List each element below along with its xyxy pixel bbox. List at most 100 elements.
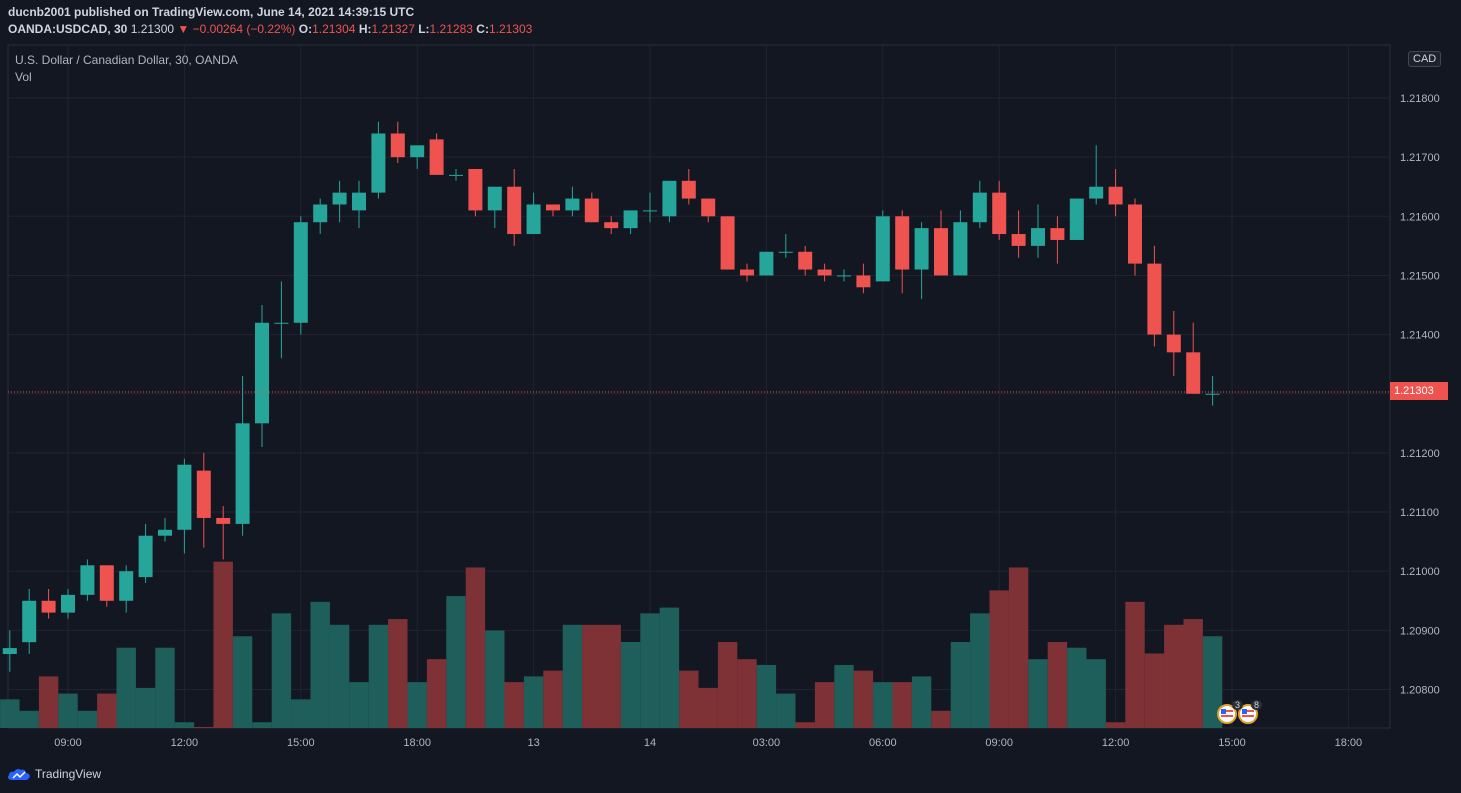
candle-body (352, 192, 366, 211)
price-chart[interactable]: 1.21800 1.21700 1.21600 1.21500 1.21400 1.213… (0, 0, 1461, 757)
volume-bar (776, 693, 796, 728)
open-label: O: (298, 22, 313, 36)
candle-body (546, 204, 560, 211)
volume-bar (465, 567, 486, 728)
candle-body (972, 192, 987, 223)
candle-body (22, 600, 37, 643)
candle-body (99, 565, 114, 601)
volume-bar (756, 664, 777, 728)
candle-body (817, 269, 832, 276)
volume-bar (814, 682, 835, 728)
volume-bar (911, 676, 932, 728)
candle-body (643, 210, 657, 212)
candle-body (313, 204, 328, 223)
x-tick-label: 12:00 (1102, 737, 1130, 749)
candle-body (80, 565, 95, 595)
volume-bar (407, 682, 427, 728)
volume-bar (1125, 601, 1145, 728)
volume-bar (349, 682, 369, 728)
candle-body (158, 529, 172, 536)
candle-body (1186, 352, 1201, 394)
volume-bar (446, 596, 466, 728)
candle-body (1069, 198, 1084, 240)
volume-bar (970, 613, 990, 728)
volume-bar (1164, 624, 1184, 728)
x-tick-label: 18:00 (403, 737, 431, 749)
volume-bar (640, 613, 660, 728)
brand-name: TradingView (35, 767, 102, 781)
candle-body (216, 517, 231, 524)
candle-body (895, 216, 910, 270)
candle-body (914, 228, 929, 270)
volume-bar (155, 647, 175, 728)
volume-bar (77, 710, 98, 728)
x-tick-label: 03:00 (753, 737, 781, 749)
publisher-line: ducnb2001 published on TradingView.com, … (8, 5, 415, 19)
candle-body (720, 216, 735, 270)
x-tick-label: 14 (644, 737, 656, 749)
us-flag-event-icon[interactable] (1217, 704, 1237, 724)
volume-bar (737, 659, 757, 728)
volume-bar (426, 659, 447, 728)
volume-bar (174, 722, 195, 728)
volume-legend[interactable]: Vol (15, 70, 32, 84)
x-tick-label: 15:00 (287, 737, 315, 749)
x-tick-label: 06:00 (869, 737, 897, 749)
y-tick-label: 1.21700 (1400, 152, 1440, 164)
close-label: C: (476, 22, 489, 36)
x-tick-label: 13 (527, 737, 539, 749)
volume-bar (310, 601, 330, 728)
volume-bar (873, 682, 893, 728)
candle-body (604, 222, 619, 229)
candle-body (1128, 204, 1142, 264)
candle-body (740, 269, 754, 276)
price-change: ▼ −0.00264 (−0.22%) (177, 22, 296, 36)
volume-bar (368, 624, 389, 728)
series-legend-title[interactable]: U.S. Dollar / Canadian Dollar, 30, OANDA (15, 53, 238, 67)
last-price-label: 1.21303 (1390, 382, 1448, 400)
volume-bar (892, 682, 912, 728)
candle-body (798, 251, 813, 270)
us-flag-event-icon[interactable] (1238, 704, 1258, 724)
candle-body (565, 198, 580, 211)
candle-body (1166, 334, 1181, 353)
tradingview-logo[interactable]: TradingView (7, 767, 101, 781)
candle-body (1031, 228, 1045, 246)
y-tick-label: 1.21000 (1400, 566, 1440, 578)
volume-bar (38, 676, 59, 728)
volume-bar (329, 624, 350, 728)
volume-bar (19, 710, 39, 728)
candle-body (856, 275, 871, 288)
candle-body (623, 210, 638, 229)
volume-bar (291, 699, 311, 728)
open-value: 1.21304 (312, 22, 356, 36)
candle-body (61, 594, 75, 613)
volume-bar (232, 636, 253, 728)
currency-badge[interactable]: CAD (1408, 51, 1442, 67)
candle-body (934, 228, 948, 276)
volume-bar (58, 693, 78, 728)
volume-bar (950, 642, 971, 728)
candle-body (449, 174, 463, 176)
candle-body (487, 186, 502, 211)
candle-body (681, 180, 696, 199)
volume-bar (1144, 653, 1165, 728)
candle-body (235, 423, 250, 524)
candle-body (953, 222, 968, 276)
candle-body (41, 600, 56, 613)
volume-bar (582, 624, 602, 728)
candle-body (468, 168, 483, 211)
candle-body (390, 133, 405, 158)
volume-bar (1183, 619, 1203, 728)
volume-bar (659, 607, 680, 728)
candle-body (1011, 234, 1026, 246)
candle-body (837, 275, 851, 277)
candle-body (2, 648, 17, 655)
candle-body (584, 198, 599, 223)
candle-body (526, 204, 541, 235)
y-tick-label: 1.21600 (1400, 211, 1440, 223)
volume-bar (1028, 659, 1048, 728)
volume-bar (194, 727, 214, 728)
candle-body (119, 571, 134, 601)
current-price: 1.21300 (130, 22, 175, 36)
